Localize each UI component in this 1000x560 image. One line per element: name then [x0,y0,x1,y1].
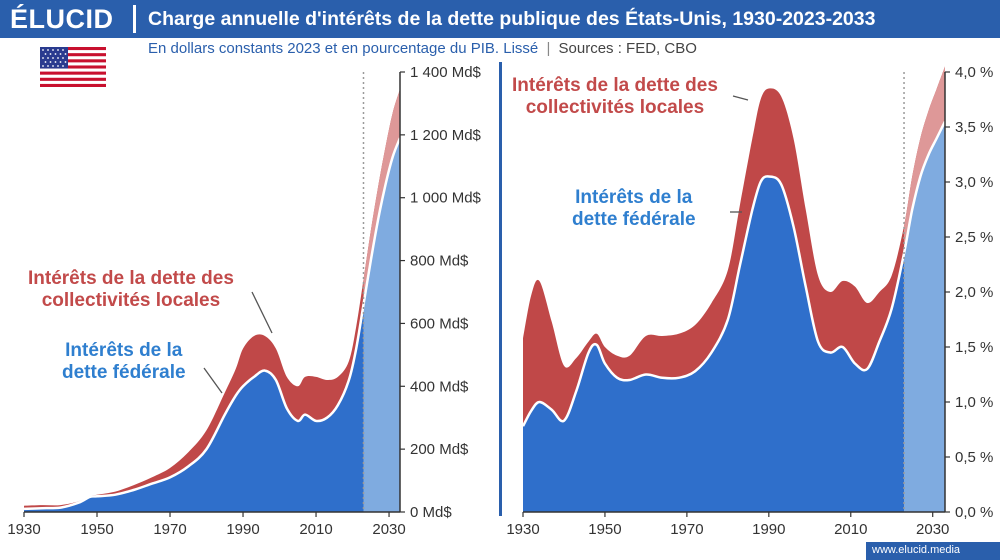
subtitle-text: En dollars constants 2023 et en pourcent… [148,40,539,57]
area-local-series [523,66,945,427]
y-tick-label: 1 000 Md$ [410,190,482,207]
y-tick-label: 2,0 % [955,284,993,301]
y-tick-label: 0,5 % [955,449,993,466]
annotation-federal-right: Intérêts de la dette fédérale [572,187,696,231]
annotation-line: dette fédérale [572,209,696,230]
y-tick-label: 1 200 Md$ [410,127,482,144]
annotation-line: dette fédérale [62,362,186,383]
chart-subtitle: En dollars constants 2023 et en pourcent… [148,40,697,57]
chart-left-dollars: 1930 1950 1970 1990 2010 2030 0 Md$ 200 Md$ 400 … [7,64,482,538]
area-federal-series [24,138,400,512]
area-local-forecast [904,66,945,254]
x-tick-label: 2010 [834,521,867,538]
y-tick-label: 800 Md$ [410,253,469,270]
x-tick-label: 2030 [372,521,405,538]
us-flag-icon [40,47,106,87]
annotation-local-left: Intérêts de la dette des collectivités l… [28,268,234,312]
annotation-pointer [251,291,273,334]
x-tick-label: 1990 [752,521,785,538]
annotation-line: Intérêts de la dette des [512,75,718,96]
x-tick-label: 1930 [506,521,539,538]
brand-logo: ÉLUCID [10,4,114,34]
x-tick-label: 2010 [299,521,332,538]
area-federal-series [523,121,945,512]
annotation-line: collectivités locales [41,290,221,311]
x-tick-label: 1930 [7,521,40,538]
y-tick-label: 4,0 % [955,64,993,81]
y-tick-label: 1,5 % [955,339,993,356]
header-bar [0,0,1000,38]
y-tick-label: 0,0 % [955,504,993,521]
sources-text: Sources : FED, CBO [558,40,697,57]
y-tick-label: 400 Md$ [410,378,469,395]
y-tick-label: 1,0 % [955,394,993,411]
area-federal-forecast [904,121,945,512]
area-federal-forecast [363,138,400,512]
federal-boundary-line [521,120,947,427]
y-tick-label: 0 Md$ [410,504,452,521]
logo-divider [133,5,136,33]
chart-divider [499,62,502,516]
x-tick-label: 1950 [588,521,621,538]
logo-box: ÉLUCID [0,0,132,38]
chart-title: Charge annuelle d'intérêts de la dette p… [148,8,876,30]
footer-site: www.elucid.media [872,544,961,556]
y-tick-label: 600 Md$ [410,315,469,332]
y-tick-label: 1 400 Md$ [410,64,482,81]
y-tick-label: 3,5 % [955,119,993,136]
y-tick-label: 200 Md$ [410,441,469,458]
annotation-local-right: Intérêts de la dette des collectivités l… [512,75,718,119]
annotation-pointer [203,367,223,394]
y-tick-label: 3,0 % [955,174,993,191]
x-tick-label: 1970 [670,521,703,538]
x-tick-label: 1990 [226,521,259,538]
area-local-series [24,89,400,509]
annotation-pointer [732,95,749,101]
y-tick-label: 2,5 % [955,229,993,246]
x-tick-label: 1950 [80,521,113,538]
annotation-line: Intérêts de la dette des [28,268,234,289]
footer-badge: www.elucid.media [866,542,1000,560]
annotation-federal-left: Intérêts de la dette fédérale [62,340,186,384]
annotation-line: collectivités locales [525,97,705,118]
x-tick-label: 1970 [153,521,186,538]
annotation-line: Intérêts de la [65,340,183,361]
x-tick-label: 2030 [916,521,949,538]
subtitle-separator: | [546,40,551,57]
annotation-line: Intérêts de la [575,187,693,208]
